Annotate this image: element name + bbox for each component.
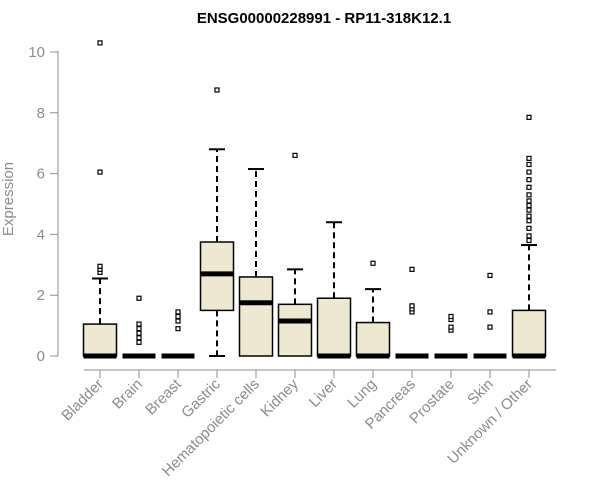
outlier-point [526, 213, 532, 219]
outlier-point [526, 114, 532, 120]
box-series [82, 40, 547, 359]
y-tick-label: 0 [37, 348, 45, 365]
outlier-point [448, 324, 454, 330]
x-tick-label: Skin [464, 376, 497, 409]
outlier-point [487, 272, 493, 279]
outlier-point [526, 177, 532, 183]
outlier-point [97, 40, 103, 46]
outlier-point [526, 161, 532, 168]
outlier-point [409, 303, 415, 309]
x-tick-label: Brain [109, 376, 146, 413]
chart-title: ENSG00000228991 - RP11-318K12.1 [197, 10, 451, 27]
outlier-point [409, 266, 415, 272]
box-pancreas [395, 266, 429, 359]
box-gastric [199, 87, 235, 357]
box-lung [355, 260, 391, 359]
outlier-point [526, 202, 532, 209]
outlier-point [136, 321, 142, 327]
box-breast [161, 309, 195, 359]
outlier-point [136, 330, 142, 336]
outlier-point [487, 309, 493, 315]
x-tick-label: Lung [344, 376, 380, 412]
box-iqr [82, 323, 118, 357]
outlier-point [526, 225, 532, 231]
x-tick-label: Breast [142, 375, 185, 418]
x-tick-label: Bladder [58, 376, 107, 425]
box-liver [316, 221, 352, 359]
box-brain [122, 295, 156, 359]
outlier-point [136, 335, 142, 341]
y-tick-label: 10 [28, 44, 45, 61]
outlier-point [526, 207, 532, 213]
outlier-point [526, 233, 532, 239]
outlier-point [214, 87, 220, 93]
outlier-point [526, 169, 532, 175]
box-unknown-other [511, 114, 547, 359]
outlier-point [175, 313, 181, 320]
outlier-point [175, 318, 181, 324]
outlier-point [136, 339, 142, 345]
box-iqr [277, 303, 313, 357]
outlier-point [97, 263, 103, 269]
outlier-point [526, 237, 532, 244]
outlier-point [292, 152, 298, 158]
box-iqr [511, 309, 547, 357]
box-iqr [238, 276, 274, 357]
outlier-point [526, 198, 532, 204]
outlier-point [526, 155, 532, 161]
y-tick-label: 6 [37, 166, 45, 183]
box-iqr [355, 321, 391, 357]
outlier-point [448, 313, 454, 320]
outlier-point [526, 218, 532, 224]
y-tick-label: 8 [37, 105, 45, 122]
box-skin [473, 272, 507, 359]
y-axis-ticks: 0 2 4 6 8 10 [28, 44, 58, 365]
box-iqr [316, 297, 352, 357]
x-tick-label: Kidney [257, 375, 302, 420]
outlier-point [370, 260, 376, 266]
outlier-point [526, 192, 532, 198]
outlier-point [136, 295, 142, 301]
y-tick-label: 4 [37, 226, 45, 243]
outlier-point [175, 326, 181, 332]
box-prostate [434, 313, 468, 359]
outlier-point [136, 326, 142, 332]
box-bladder [82, 40, 118, 359]
x-tick-label: Liver [306, 376, 341, 411]
y-axis-label: Expression [0, 162, 17, 236]
box-kidney [277, 152, 313, 357]
outlier-point [97, 169, 103, 175]
box-hematopoietic-cells [238, 168, 274, 357]
outlier-point [175, 309, 181, 315]
outlier-point [487, 324, 493, 330]
y-tick-label: 2 [37, 287, 45, 304]
outlier-point [526, 184, 532, 190]
